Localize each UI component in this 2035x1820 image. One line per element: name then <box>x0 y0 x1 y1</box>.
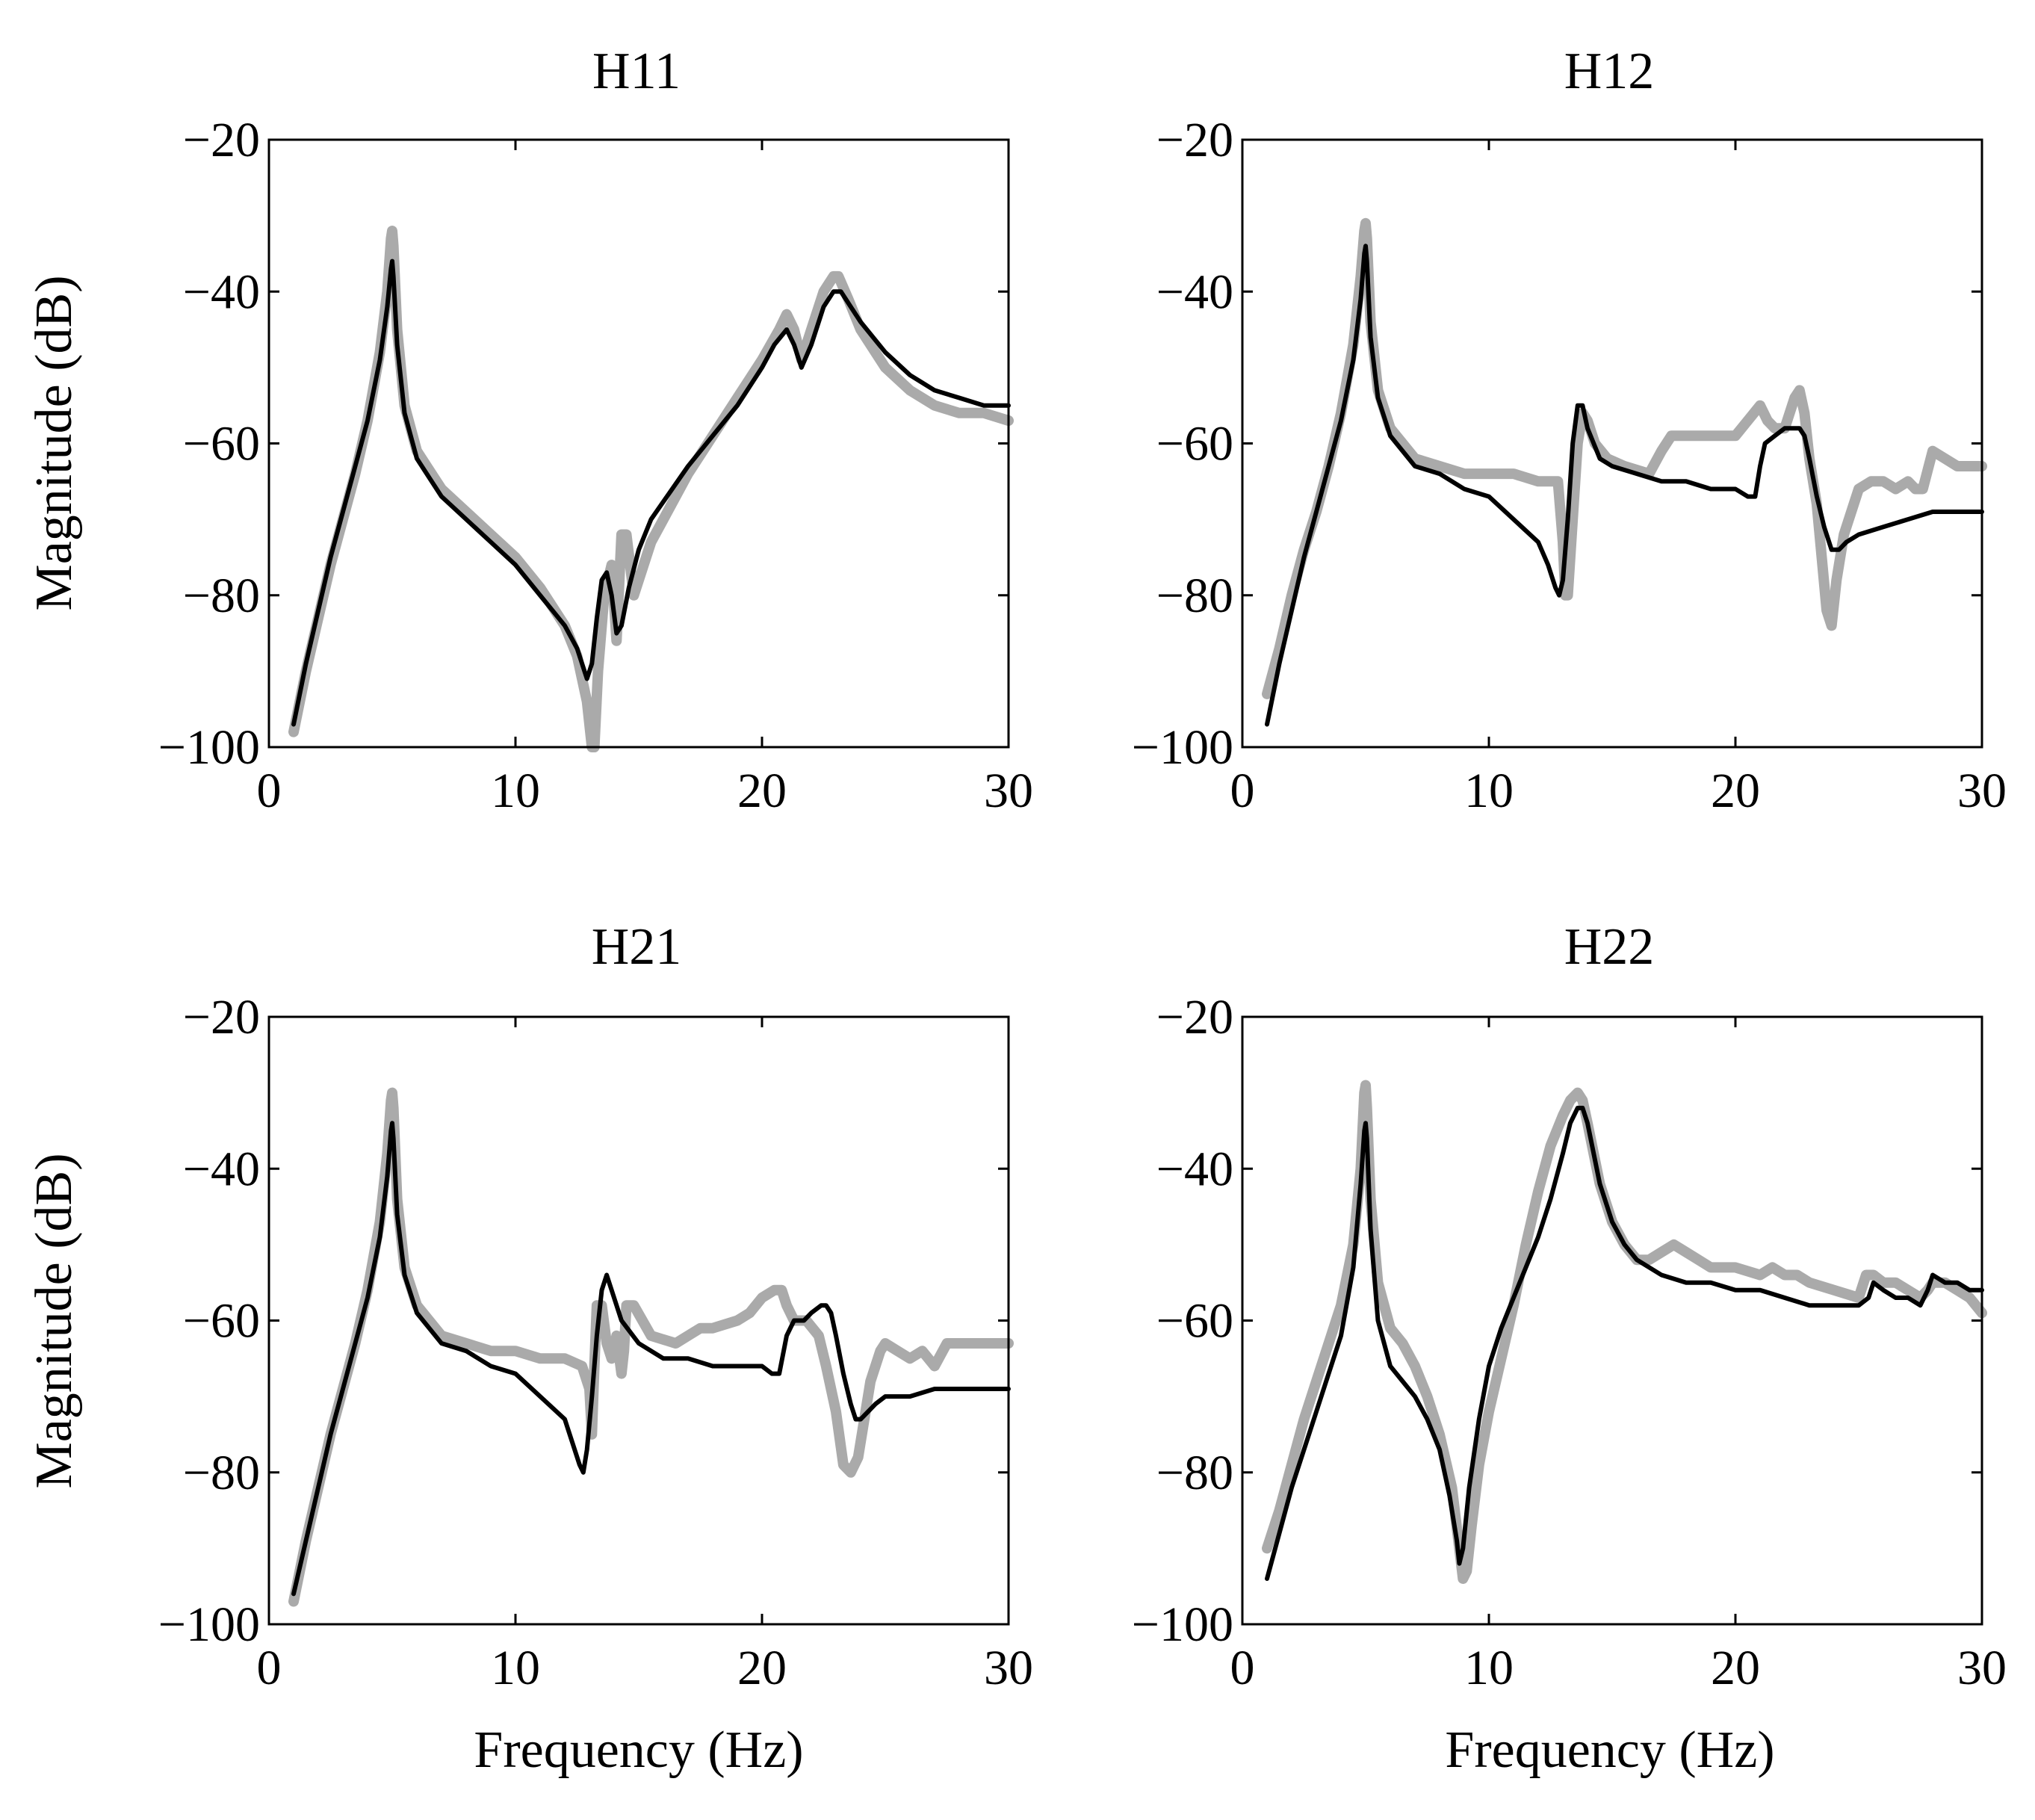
series-layer <box>1262 1080 1987 1584</box>
measured-series-line <box>1262 217 1987 699</box>
y-tick-label: −100 <box>158 1597 260 1652</box>
model-series-line <box>1265 244 1984 727</box>
x-tick-label: 0 <box>257 764 282 818</box>
x-tick-label: 20 <box>737 1641 787 1695</box>
model-series-line <box>291 1121 1011 1597</box>
series-layer <box>288 1087 1014 1607</box>
y-tick-label: −100 <box>158 720 260 775</box>
x-tick-label: 0 <box>257 1641 282 1695</box>
y-tick-label: −40 <box>1156 1142 1233 1196</box>
series-layer <box>1262 217 1987 727</box>
model-series-line <box>291 259 1011 727</box>
y-axis-label: Magnitude (dB) <box>25 275 83 610</box>
subplot-title: H11 <box>592 43 681 100</box>
model-series-line <box>1265 1106 1984 1581</box>
y-tick-label: −80 <box>1156 1446 1233 1500</box>
measured-series-line <box>288 226 1014 752</box>
y-tick-label: −20 <box>183 990 260 1044</box>
series-layer <box>288 226 1014 752</box>
x-tick-label: 10 <box>491 1641 540 1695</box>
y-tick-label: −40 <box>1156 264 1233 319</box>
y-tick-label: −20 <box>1156 113 1233 167</box>
subplot-title: H12 <box>1564 43 1655 100</box>
x-tick-label: 20 <box>1711 764 1760 818</box>
tick-layer: 0 10 20 30 −20 −40 −60 −80 −100 <box>158 113 1033 818</box>
y-tick-label: −60 <box>1156 1294 1233 1349</box>
y-tick-label: −60 <box>183 1294 260 1349</box>
x-tick-label: 30 <box>984 1641 1033 1695</box>
tick-layer: 0 10 20 30 −20 −40 −60 −80 −100 <box>1132 990 2007 1695</box>
x-tick-label: 0 <box>1230 1641 1255 1695</box>
y-tick-label: −80 <box>1156 569 1233 623</box>
y-tick-label: −20 <box>183 113 260 167</box>
y-tick-label: −20 <box>1156 990 1233 1044</box>
y-tick-label: −100 <box>1132 1597 1233 1652</box>
measured-series-line <box>1262 1080 1987 1584</box>
x-tick-label: 30 <box>1957 1641 2007 1695</box>
x-tick-label: 10 <box>1464 1641 1514 1695</box>
x-axis-label: Frequency (Hz) <box>474 1721 803 1779</box>
x-axis-label: Frequency (Hz) <box>1445 1721 1774 1779</box>
subplot-h21: H21 0 10 20 30 −20 −40 −60 −80 −100 Magnitude (d… <box>25 918 1033 1779</box>
y-tick-label: −40 <box>183 1142 260 1196</box>
subplot-title: H22 <box>1564 918 1655 976</box>
y-tick-label: −100 <box>1132 720 1233 775</box>
x-tick-label: 10 <box>491 764 540 818</box>
y-axis-label: Magnitude (dB) <box>25 1153 83 1488</box>
y-tick-label: −80 <box>183 1446 260 1500</box>
x-tick-label: 0 <box>1230 764 1255 818</box>
x-tick-label: 30 <box>984 764 1033 818</box>
subplot-title: H21 <box>592 918 682 976</box>
y-tick-label: −60 <box>1156 417 1233 471</box>
x-tick-label: 30 <box>1957 764 2007 818</box>
y-tick-label: −60 <box>183 417 260 471</box>
subplot-h12: H12 0 10 20 30 −20 −40 −60 −80 −100 <box>1132 43 2007 818</box>
x-tick-label: 20 <box>737 764 787 818</box>
y-tick-label: −40 <box>183 264 260 319</box>
tick-layer: 0 10 20 30 −20 −40 −60 −80 −100 <box>1132 113 2007 818</box>
subplot-h22: H22 0 10 20 30 −20 −40 −60 −80 −100 Frequency (H… <box>1132 918 2007 1779</box>
tick-layer: 0 10 20 30 −20 −40 −60 −80 −100 <box>158 990 1033 1695</box>
subplot-h11: H11 0 10 20 30 −20 −40 −60 −80 −100 Magnitude (d… <box>25 43 1033 818</box>
x-tick-label: 10 <box>1464 764 1514 818</box>
x-tick-label: 20 <box>1711 1641 1760 1695</box>
y-tick-label: −80 <box>183 569 260 623</box>
